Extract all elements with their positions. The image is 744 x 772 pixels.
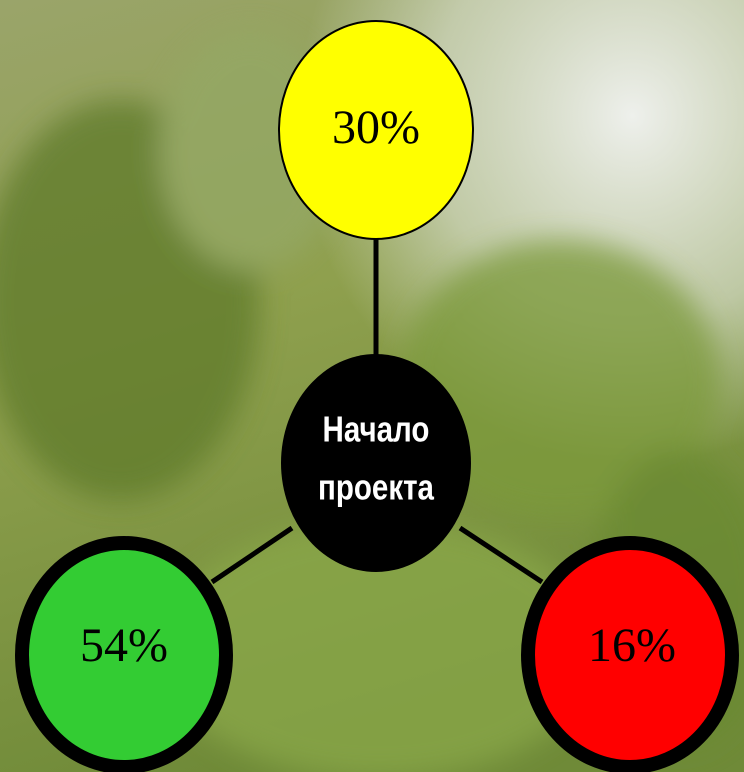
- center-circle: [281, 354, 471, 572]
- node-left: 54%: [22, 543, 226, 767]
- center-label: Начало: [323, 409, 430, 449]
- center-label: проекта: [318, 467, 435, 507]
- node-label: 54%: [80, 619, 168, 672]
- node-center: Начало проекта: [281, 354, 471, 572]
- diagram: 30% Начало проекта 54% 16%: [0, 0, 744, 772]
- node-top: 30%: [279, 21, 473, 239]
- node-right: 16%: [528, 543, 732, 767]
- node-label: 30%: [332, 101, 420, 154]
- node-label: 16%: [588, 619, 676, 672]
